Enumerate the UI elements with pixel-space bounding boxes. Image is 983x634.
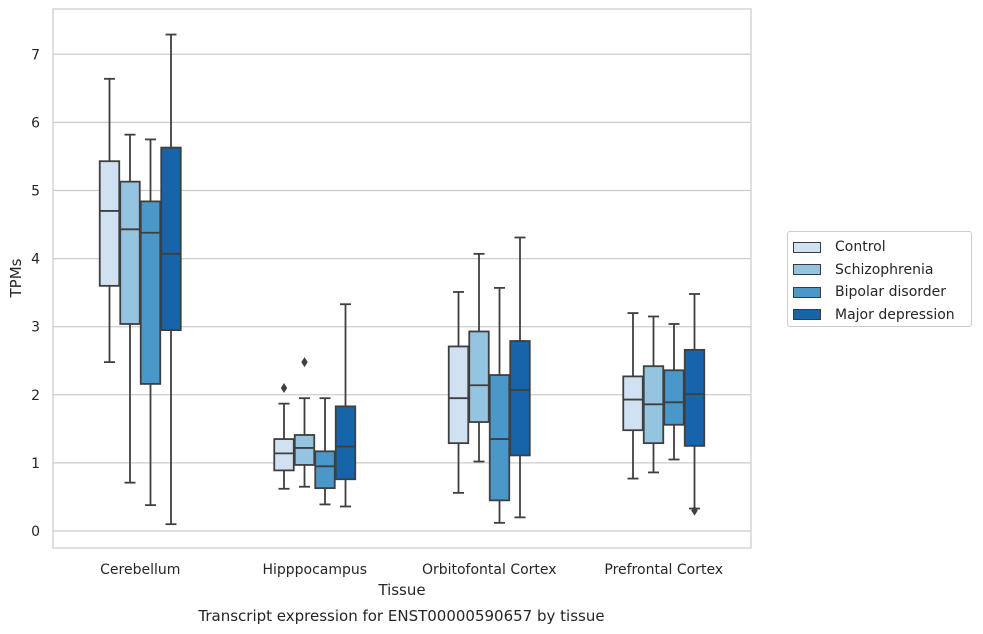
box-iqr — [273, 438, 295, 472]
legend-item-bipolar-disorder: Bipolar disorder — [793, 281, 971, 304]
box-iqr — [334, 405, 357, 481]
box-iqr — [119, 180, 141, 325]
y-tick-label: 5 — [31, 184, 40, 200]
legend: Control Schizophrenia Bipolar disorder M… — [787, 231, 972, 327]
box-schizophrenia — [468, 252, 490, 463]
box-iqr — [663, 369, 685, 426]
box-iqr — [509, 340, 531, 457]
x-tick-label: Prefrontal Cortex — [604, 562, 723, 578]
box-iqr — [293, 434, 316, 466]
x-tick-labels: Cerebellum Hipppocampus Orbitofontal Corte… — [100, 562, 723, 578]
box-iqr — [98, 160, 121, 287]
x-tick-label: Hipppocampus — [262, 562, 367, 578]
legend-item-control: Control — [793, 236, 971, 259]
box-major-depression — [334, 303, 357, 508]
box-series — [98, 33, 706, 526]
y-tick-label: 7 — [31, 47, 40, 63]
legend-swatch — [793, 286, 821, 298]
legend-item-major-depression: Major depression — [793, 304, 971, 327]
outlier-point — [280, 382, 288, 393]
box-schizophrenia — [119, 133, 141, 484]
legend-swatch — [793, 241, 821, 253]
box-bipolar-disorder — [663, 323, 685, 461]
y-axis-label: TPMs — [7, 258, 25, 298]
legend-swatch — [793, 264, 821, 276]
y-tick-label: 3 — [31, 320, 40, 336]
legend-label: Schizophrenia — [835, 261, 934, 278]
y-tick-label: 1 — [31, 456, 40, 472]
y-tick-label: 6 — [31, 115, 40, 131]
y-tick-label: 2 — [31, 388, 40, 404]
box-iqr — [447, 345, 470, 445]
box-schizophrenia — [293, 357, 316, 488]
box-bipolar-disorder — [314, 397, 336, 506]
x-axis-label: Tissue — [377, 581, 425, 599]
legend-item-schizophrenia: Schizophrenia — [793, 259, 971, 282]
x-tick-label: Orbitofontal Cortex — [422, 562, 557, 578]
outlier-point — [691, 505, 698, 516]
box-major-depression — [509, 236, 531, 519]
box-control — [273, 382, 295, 490]
legend-swatch — [793, 309, 821, 321]
chart-caption: Transcript expression for ENST0000059065… — [198, 607, 605, 625]
legend-label: Bipolar disorder — [835, 284, 947, 301]
box-control — [622, 312, 644, 480]
outlier-point — [301, 357, 308, 368]
box-iqr — [622, 375, 644, 432]
box-major-depression — [160, 33, 182, 526]
y-tick-labels: 0 1 2 3 4 5 6 7 — [31, 47, 40, 540]
y-tick-label: 0 — [31, 524, 40, 540]
box-major-depression — [683, 293, 706, 516]
plot-frame — [52, 8, 752, 549]
box-bipolar-disorder — [139, 138, 162, 507]
box-iqr — [468, 330, 490, 423]
x-tick-label: Cerebellum — [100, 562, 180, 578]
legend-label: Major depression — [835, 306, 955, 323]
box-control — [447, 291, 470, 494]
box-iqr — [314, 450, 336, 489]
box-schizophrenia — [642, 315, 665, 474]
box-control — [98, 77, 121, 364]
y-tick-label: 4 — [31, 252, 40, 268]
box-iqr — [488, 374, 511, 502]
box-iqr — [139, 200, 162, 385]
legend-label: Control — [835, 239, 886, 256]
box-bipolar-disorder — [488, 286, 511, 524]
box-iqr — [160, 146, 182, 332]
box-iqr — [683, 348, 706, 447]
